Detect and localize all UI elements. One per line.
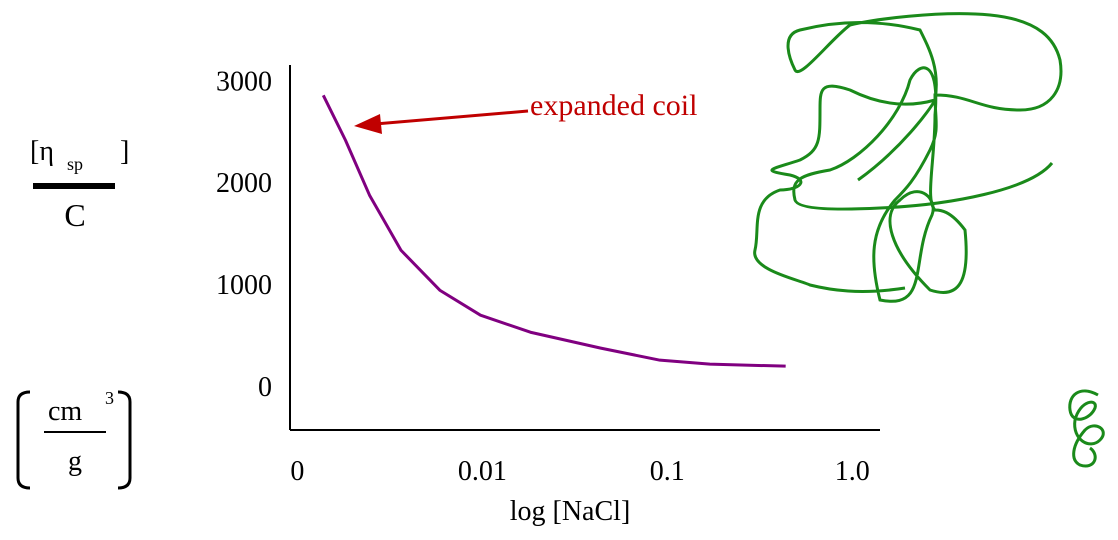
compact-coil-drawing xyxy=(1070,391,1104,466)
chart: [η sp ] C cm 3 g log [NaCl] expanded coi… xyxy=(0,0,1118,540)
y-unit-den: g xyxy=(68,446,82,477)
paren-right xyxy=(118,392,130,488)
x-tick-label: 1.0 xyxy=(835,456,870,487)
y-tick-label: 3000 xyxy=(216,66,272,97)
y-tick-label: 2000 xyxy=(216,168,272,199)
y-label-b: ] xyxy=(120,136,129,167)
y-unit-exp: 3 xyxy=(105,388,114,408)
y-tick-label: 0 xyxy=(258,372,272,403)
data-line xyxy=(323,95,785,366)
annotation: expanded coil xyxy=(530,89,697,122)
x-tick-label: 0.01 xyxy=(458,456,507,487)
expanded-coil-drawing xyxy=(755,14,1061,302)
y-tick-label: 1000 xyxy=(216,270,272,301)
y-label-a: [η xyxy=(30,136,54,167)
fraction-bar xyxy=(33,183,115,189)
y-unit-num: cm xyxy=(48,396,82,427)
annotation-arrow xyxy=(375,111,528,124)
x-tick-label: 0 xyxy=(290,456,304,487)
y-label-sub: sp xyxy=(67,154,83,174)
arrow-head xyxy=(354,114,382,134)
paren-left xyxy=(18,392,30,488)
x-tick-label: 0.1 xyxy=(650,456,685,487)
y-label-c: C xyxy=(64,197,85,233)
x-label: log [NaCl] xyxy=(510,496,631,527)
